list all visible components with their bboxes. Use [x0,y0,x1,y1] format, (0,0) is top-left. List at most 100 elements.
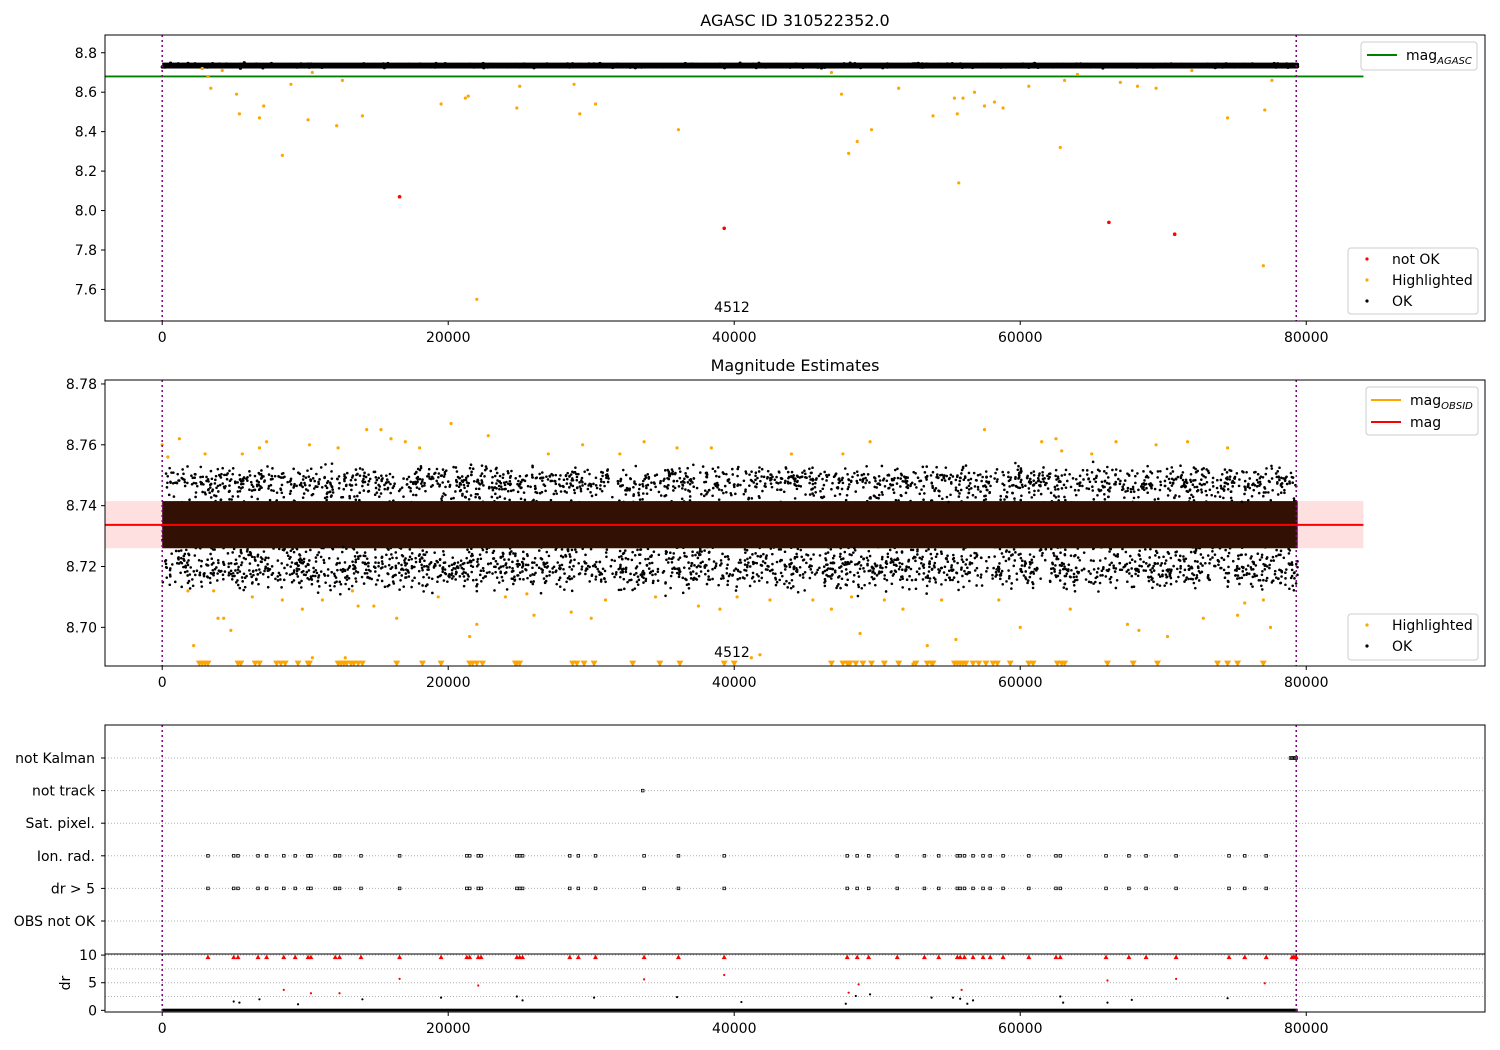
highlighted-point [306,118,310,122]
ok-point [1041,477,1045,481]
ok-point [216,484,220,488]
ok-point [251,485,255,488]
ok-point [755,561,759,565]
ok-point [290,561,294,564]
ok-point [572,564,575,568]
ok-point [1105,481,1109,485]
ok-point [774,572,777,576]
ok-point [1129,487,1133,491]
ok-point [884,590,888,593]
ok-point [457,485,461,489]
ok-point [483,468,487,472]
highlighted-point [961,96,965,100]
ok-point [1262,494,1265,498]
ok-point [552,492,556,496]
ok-point [624,556,628,560]
ok-point [1142,470,1145,473]
highlighted-point [280,153,284,157]
ok-point [1068,64,1072,68]
ok-point [1147,579,1151,583]
ok-point [477,487,481,491]
ok-point [1222,64,1226,69]
highlighted-point [340,78,344,82]
ok-point [1114,483,1117,486]
ok-point [198,571,202,574]
highlighted-point [1075,72,1080,77]
ok-point [279,487,282,490]
ok-point [289,489,293,493]
ok-point [501,476,505,480]
ok-point [1085,469,1089,472]
ok-point [1091,460,1095,464]
ok-point [1290,568,1294,572]
ok-point [503,65,507,69]
ok-point [1021,62,1025,66]
ok-point [435,479,439,483]
ok-point [926,62,930,66]
ok-point [1262,578,1265,582]
ok-point [921,555,924,559]
ok-point [362,62,366,66]
ok-point [304,476,308,479]
ok-point [977,63,981,67]
ok-point [435,467,439,471]
ok-point [644,474,647,477]
ok-point [275,491,279,494]
ok-point [257,471,261,475]
ok-point [880,490,884,494]
ok-point [575,550,578,554]
ok-point [452,496,455,500]
ok-point [1192,479,1195,482]
ok-point [512,488,515,492]
ok-point [594,484,598,487]
highlighted-point [1135,84,1140,88]
ok-point [760,576,764,580]
ok-point [366,490,370,493]
ok-point [1065,65,1069,69]
ok-point [866,559,870,562]
ok-point [535,63,539,67]
ok-point [862,557,866,560]
ok-point [165,486,169,489]
ok-point [719,559,723,562]
ok-point [692,485,696,488]
ok-point [241,486,244,489]
ok-point [924,549,928,553]
ok-point [1237,484,1241,488]
y-tick-label: 7.6 [75,282,97,298]
ok-point [279,476,283,479]
panel-agasc-legend-top: magAGASC [1360,41,1478,71]
ok-point [1055,555,1059,559]
ok-point [696,551,699,554]
ok-point [236,481,239,484]
ok-point [470,470,473,474]
ok-point [946,560,950,564]
ok-point [623,549,627,552]
ok-point [653,63,657,68]
ok-point [560,548,564,551]
ok-point [891,488,895,491]
ok-point [518,484,521,488]
ok-point [502,473,505,476]
ok-point [414,482,418,486]
ok-point [354,560,357,564]
ok-point [421,484,424,488]
ok-point [770,485,774,489]
ok-point [1010,484,1014,487]
ok-point [722,472,726,475]
ok-point [168,61,173,65]
ok-point [914,471,917,475]
ok-point [1289,471,1293,475]
ok-point [930,481,934,485]
ok-point [1236,554,1240,557]
ok-point [703,549,706,552]
ok-point [410,585,413,589]
ok-point [619,477,623,481]
ok-point [522,491,526,494]
ok-point [721,552,724,556]
ok-point [1037,64,1041,68]
ok-point [758,466,761,469]
ok-point [286,480,289,484]
ok-point [1143,548,1147,551]
ok-point [933,489,936,493]
